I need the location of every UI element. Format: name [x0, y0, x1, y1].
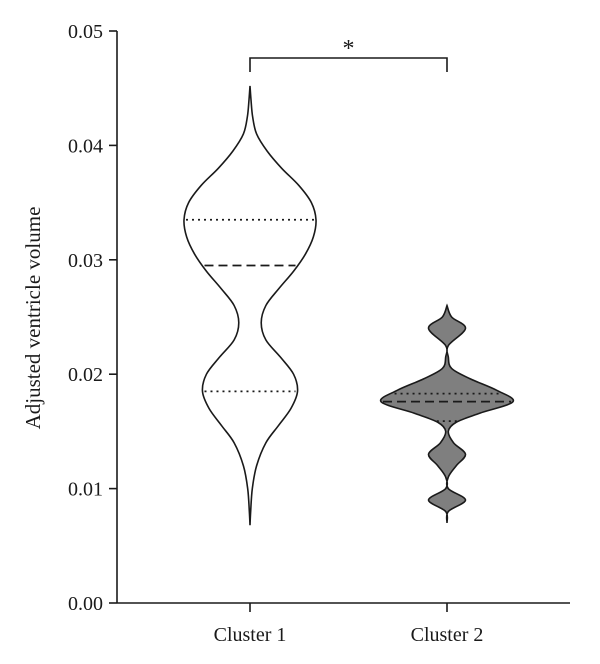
axis-layer: 0.00 0.01 0.02 0.03 0.04 0.05 Cluster 1 Cluster… [68, 21, 570, 646]
y-tick-label: 0.00 [68, 593, 103, 615]
annotation-layer: * [249, 36, 448, 72]
y-tick-label: 0.05 [68, 21, 103, 43]
y-axis-title: Adjusted ventricle volume [21, 207, 45, 430]
significance-bracket [249, 57, 448, 72]
violin-2 [379, 303, 515, 524]
x-tick-label: Cluster 2 [411, 624, 484, 646]
violin-layer [183, 85, 515, 526]
x-tick-label: Cluster 1 [214, 624, 287, 646]
y-tick-label: 0.01 [68, 479, 103, 501]
y-tick-label: 0.03 [68, 250, 103, 272]
violin-1 [183, 85, 317, 526]
significance-label: * [343, 36, 355, 62]
y-tick-label: 0.04 [68, 135, 103, 157]
y-tick-label: 0.02 [68, 364, 103, 386]
